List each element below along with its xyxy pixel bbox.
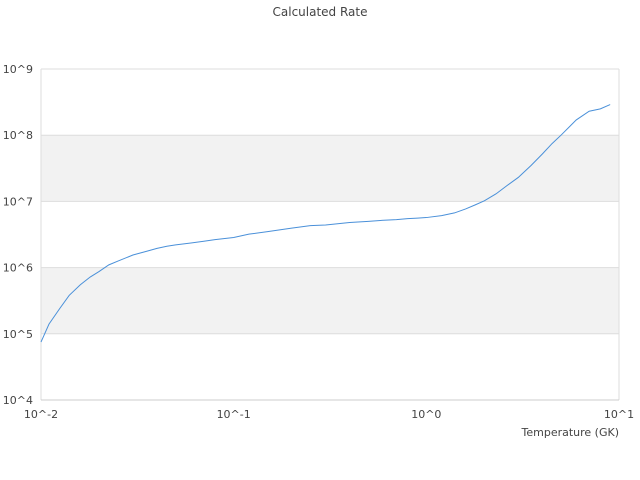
x-tick-label: 10^0 (411, 408, 441, 421)
y-tick-label: 10^7 (3, 195, 33, 208)
grid-band (41, 135, 619, 202)
y-tick-labels: 10^4 10^5 10^6 10^7 10^8 10^9 (3, 63, 33, 407)
x-axis-label: Temperature (GK) (521, 426, 620, 439)
y-tick-label: 10^9 (3, 63, 33, 76)
x-tick-label: 10^1 (604, 408, 634, 421)
series-line (40, 104, 611, 343)
grid-band (41, 267, 619, 334)
y-tick-label: 10^6 (3, 262, 33, 275)
y-tick-label: 10^5 (3, 328, 33, 341)
y-tick-label: 10^4 (3, 394, 33, 407)
axes (40, 69, 620, 401)
x-tick-label: 10^-2 (24, 408, 58, 421)
chart-title: Calculated Rate (273, 5, 368, 19)
x-tick-label: 10^-1 (217, 408, 251, 421)
x-tick-labels: 10^-2 10^-1 10^0 10^1 (24, 408, 634, 421)
y-tick-label: 10^8 (3, 129, 33, 142)
grid-bands (41, 135, 619, 334)
grid-lines (41, 68, 619, 401)
